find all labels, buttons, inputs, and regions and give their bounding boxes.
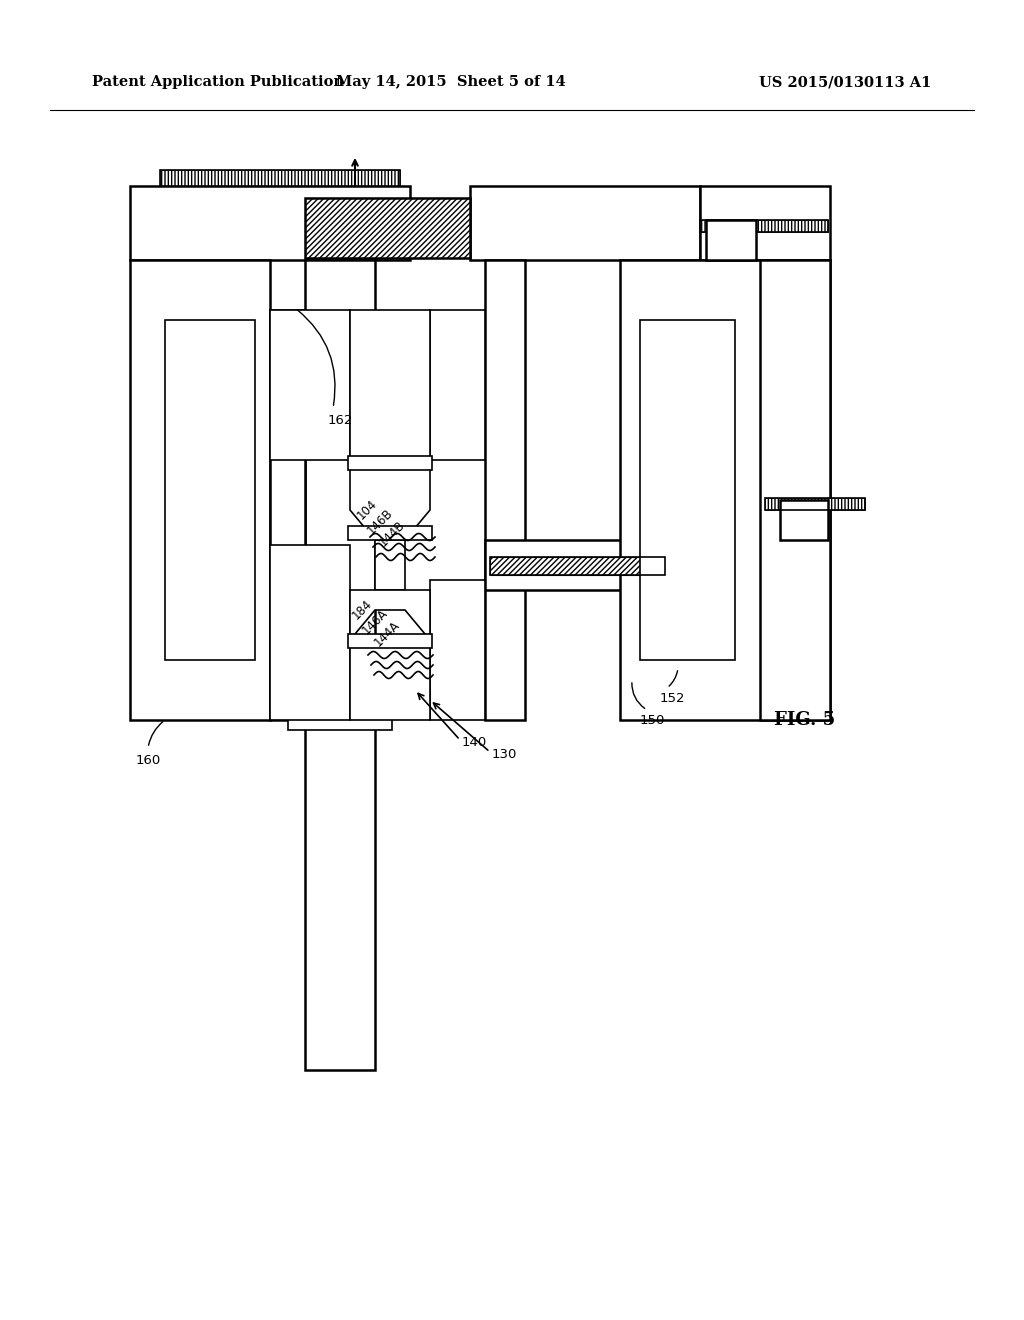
Bar: [430, 310, 485, 459]
Text: 152: 152: [660, 692, 685, 705]
Bar: [780, 500, 828, 540]
Text: 140: 140: [462, 737, 487, 750]
Bar: [348, 525, 432, 540]
Text: 144A: 144A: [372, 619, 402, 649]
Bar: [700, 220, 828, 232]
Bar: [350, 310, 430, 459]
Bar: [165, 319, 255, 660]
Bar: [470, 186, 700, 260]
Text: US 2015/0130113 A1: US 2015/0130113 A1: [760, 75, 932, 88]
Polygon shape: [350, 459, 430, 540]
Bar: [375, 540, 406, 590]
Bar: [765, 498, 865, 510]
Bar: [706, 220, 756, 260]
Bar: [485, 260, 525, 719]
Text: FIG. 5: FIG. 5: [774, 711, 836, 729]
Text: 130: 130: [492, 748, 517, 762]
Bar: [640, 319, 735, 660]
Bar: [765, 498, 865, 510]
Bar: [270, 545, 350, 719]
Polygon shape: [350, 590, 430, 640]
Bar: [305, 198, 470, 257]
Text: 162: 162: [328, 413, 353, 426]
Bar: [760, 260, 830, 719]
Text: 144B: 144B: [377, 519, 408, 549]
Bar: [700, 186, 830, 260]
Text: 184: 184: [350, 598, 375, 623]
Bar: [288, 688, 392, 730]
Bar: [430, 579, 485, 719]
Bar: [160, 170, 400, 186]
Bar: [270, 310, 305, 719]
Bar: [485, 540, 680, 590]
Text: 160: 160: [136, 754, 161, 767]
Bar: [270, 310, 350, 459]
Bar: [130, 186, 410, 260]
Bar: [348, 634, 432, 648]
Bar: [350, 640, 430, 719]
Bar: [160, 170, 400, 186]
Bar: [620, 260, 830, 719]
Bar: [305, 260, 375, 1071]
Text: 104: 104: [355, 498, 380, 523]
Bar: [305, 198, 470, 257]
Text: Patent Application Publication: Patent Application Publication: [92, 75, 344, 88]
Bar: [130, 260, 270, 719]
Bar: [348, 455, 432, 470]
Bar: [490, 557, 665, 576]
Bar: [490, 557, 665, 576]
Text: 150: 150: [640, 714, 666, 726]
Text: 146A: 146A: [360, 607, 391, 638]
Bar: [700, 220, 828, 232]
Text: 146B: 146B: [365, 507, 396, 537]
Text: May 14, 2015  Sheet 5 of 14: May 14, 2015 Sheet 5 of 14: [336, 75, 565, 88]
